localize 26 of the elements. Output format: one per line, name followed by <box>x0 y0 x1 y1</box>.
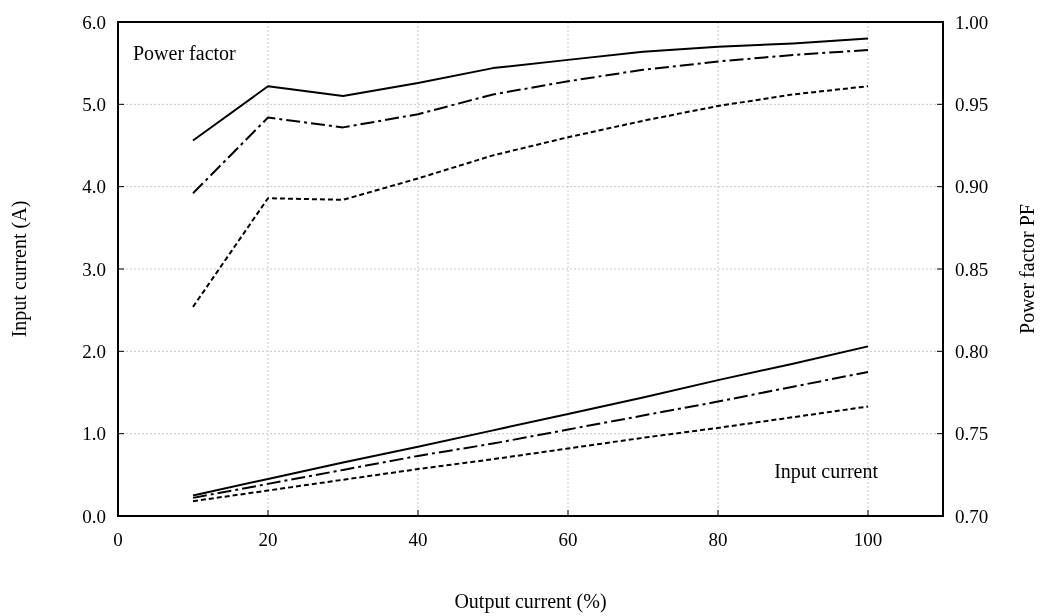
y-tick-label: 0.0 <box>82 505 106 527</box>
y-axis-title: Input current (A) <box>8 200 31 338</box>
y-tick-label: 3.0 <box>82 258 106 280</box>
x-tick-label: 80 <box>708 529 728 550</box>
y-tick-label: 1.0 <box>82 423 106 445</box>
x-tick-label: 60 <box>558 529 578 550</box>
y2-tick-label: 0.75 <box>955 423 989 445</box>
x-tick-label: 40 <box>408 529 428 550</box>
annotation: Power factor <box>133 42 237 64</box>
y-tick-label: 5.0 <box>82 93 106 115</box>
y-tick-label: 4.0 <box>82 176 106 198</box>
x-tick-label: 20 <box>258 529 278 550</box>
x-tick-label: 0 <box>113 529 123 550</box>
x-axis-title: Output current (%) <box>454 590 607 613</box>
y2-tick-label: 0.95 <box>955 93 989 115</box>
y2-tick-label: 0.85 <box>955 258 989 280</box>
y-tick-label: 6.0 <box>82 11 106 33</box>
y2-tick-label: 0.90 <box>955 176 989 198</box>
y-tick-label: 2.0 <box>82 340 106 362</box>
x-tick-label: 100 <box>853 529 883 550</box>
y2-tick-label: 1.00 <box>955 11 989 33</box>
y2-tick-label: 0.80 <box>955 340 989 362</box>
annotation: Input current <box>774 460 879 483</box>
y2-tick-label: 0.70 <box>955 505 989 527</box>
line-series <box>192 85 869 308</box>
y2-axis-title: Power factor PF <box>1016 204 1038 334</box>
